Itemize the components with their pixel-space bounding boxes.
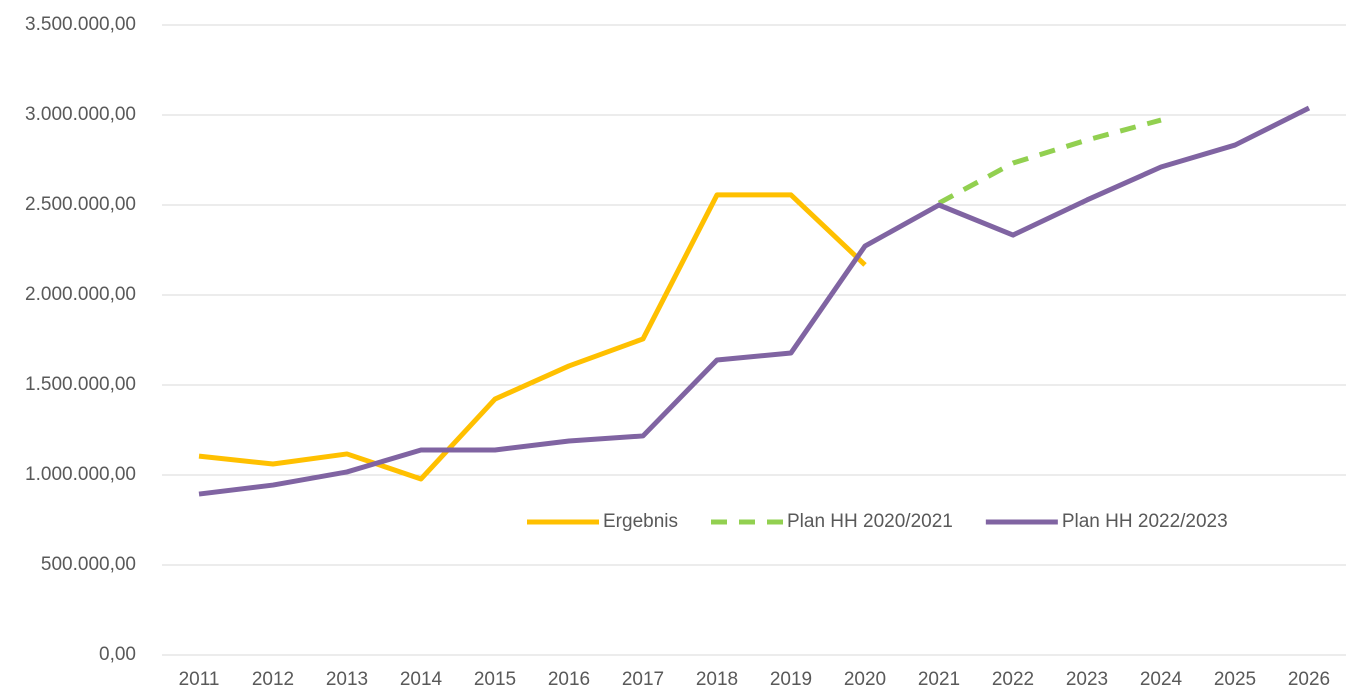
- x-tick-label: 2012: [252, 669, 294, 690]
- legend: Ergebnis Plan HH 2020/2021 Plan HH 2022/20…: [527, 511, 1228, 532]
- x-tick-label: 2019: [770, 669, 812, 690]
- x-tick-label: 2016: [548, 669, 590, 690]
- series-line: [198, 192, 867, 482]
- legend-label: Plan HH 2022/2023: [1062, 511, 1228, 532]
- x-tick-label: 2017: [622, 669, 664, 690]
- y-tick-label: 0,00: [99, 644, 136, 665]
- series-line: [198, 105, 1311, 497]
- x-tick-label: 2022: [992, 669, 1034, 690]
- y-tick-label: 1.500.000,00: [25, 374, 136, 395]
- y-tick-label: 500.000,00: [41, 554, 136, 575]
- y-tick-label: 3.000.000,00: [25, 104, 136, 125]
- x-tick-label: 2015: [474, 669, 516, 690]
- x-tick-label: 2018: [696, 669, 738, 690]
- x-tick-label: 2011: [179, 669, 220, 690]
- x-tick-label: 2021: [918, 669, 960, 690]
- x-tick-label: 2024: [1140, 669, 1183, 690]
- x-tick-label: 2013: [326, 669, 368, 690]
- x-tick-label: 2020: [844, 669, 886, 690]
- x-tick-label: 2026: [1288, 669, 1330, 690]
- y-tick-label: 1.000.000,00: [25, 464, 136, 485]
- y-tick-label: 3.500.000,00: [25, 14, 136, 35]
- x-tick-label: 2025: [1214, 669, 1256, 690]
- legend-label: Plan HH 2020/2021: [787, 511, 953, 532]
- y-tick-label: 2.000.000,00: [25, 284, 136, 305]
- legend-label: Ergebnis: [603, 511, 678, 532]
- x-tick-label: 2023: [1066, 669, 1108, 690]
- y-tick-label: 2.500.000,00: [25, 194, 136, 215]
- series-line: [937, 117, 1162, 206]
- x-tick-label: 2014: [400, 669, 443, 690]
